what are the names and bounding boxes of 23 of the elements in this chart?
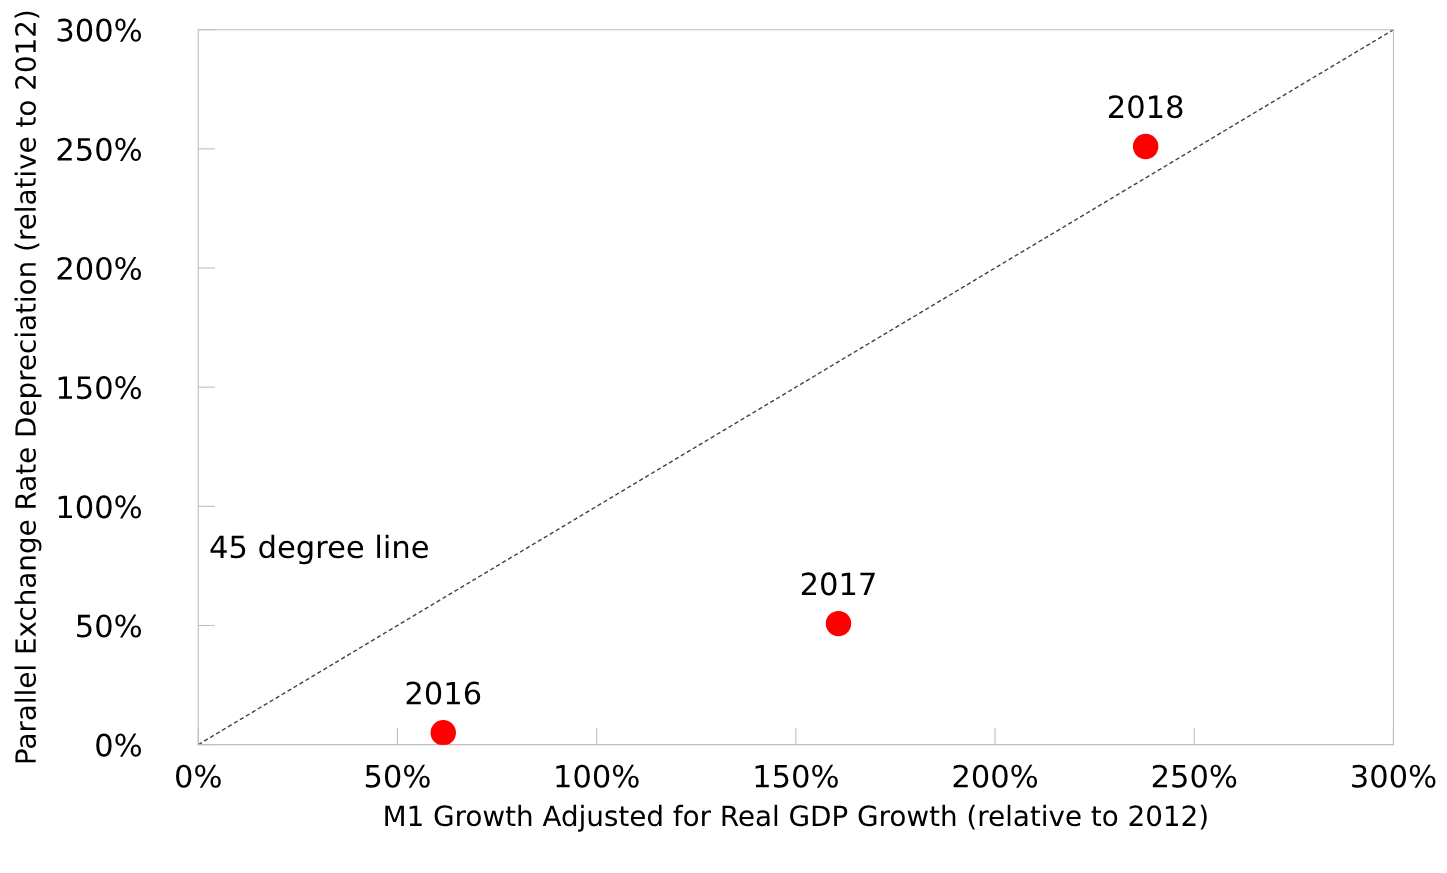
y-tick-label: 250% <box>57 137 141 161</box>
point <box>430 720 456 745</box>
x-tick-label: 50% <box>365 764 430 788</box>
annotation: 2017 <box>801 572 875 596</box>
y-tick-label: 150% <box>58 376 141 400</box>
annotation: 45 degree line <box>210 534 428 565</box>
y-tick-label: 50% <box>77 614 141 638</box>
x-axis-title: M1 Growth Adjusted for Real GDP Growth (relative to 2012) <box>385 804 1207 832</box>
point <box>825 610 852 637</box>
x-tick-label: 300% <box>1352 764 1436 788</box>
y-axis-title: Parallel Exchange Rate Depreciation (relative to 2012) <box>14 11 42 763</box>
y-tick-label: 200% <box>57 256 141 281</box>
x-tick-label: 0% <box>176 764 221 788</box>
x-tick-label: 150% <box>755 764 838 788</box>
annotation: 2016 <box>406 681 481 705</box>
y-tick-label: 100% <box>58 495 141 519</box>
annotation: 2018 <box>1109 95 1183 119</box>
x-tick-label: 200% <box>953 764 1038 788</box>
x-tick-label: 250% <box>1152 764 1237 788</box>
y-tick-label: 0% <box>96 733 141 757</box>
point <box>1132 133 1159 160</box>
x-tick-label: 100% <box>556 764 639 788</box>
y-tick-label: 300% <box>57 18 141 42</box>
